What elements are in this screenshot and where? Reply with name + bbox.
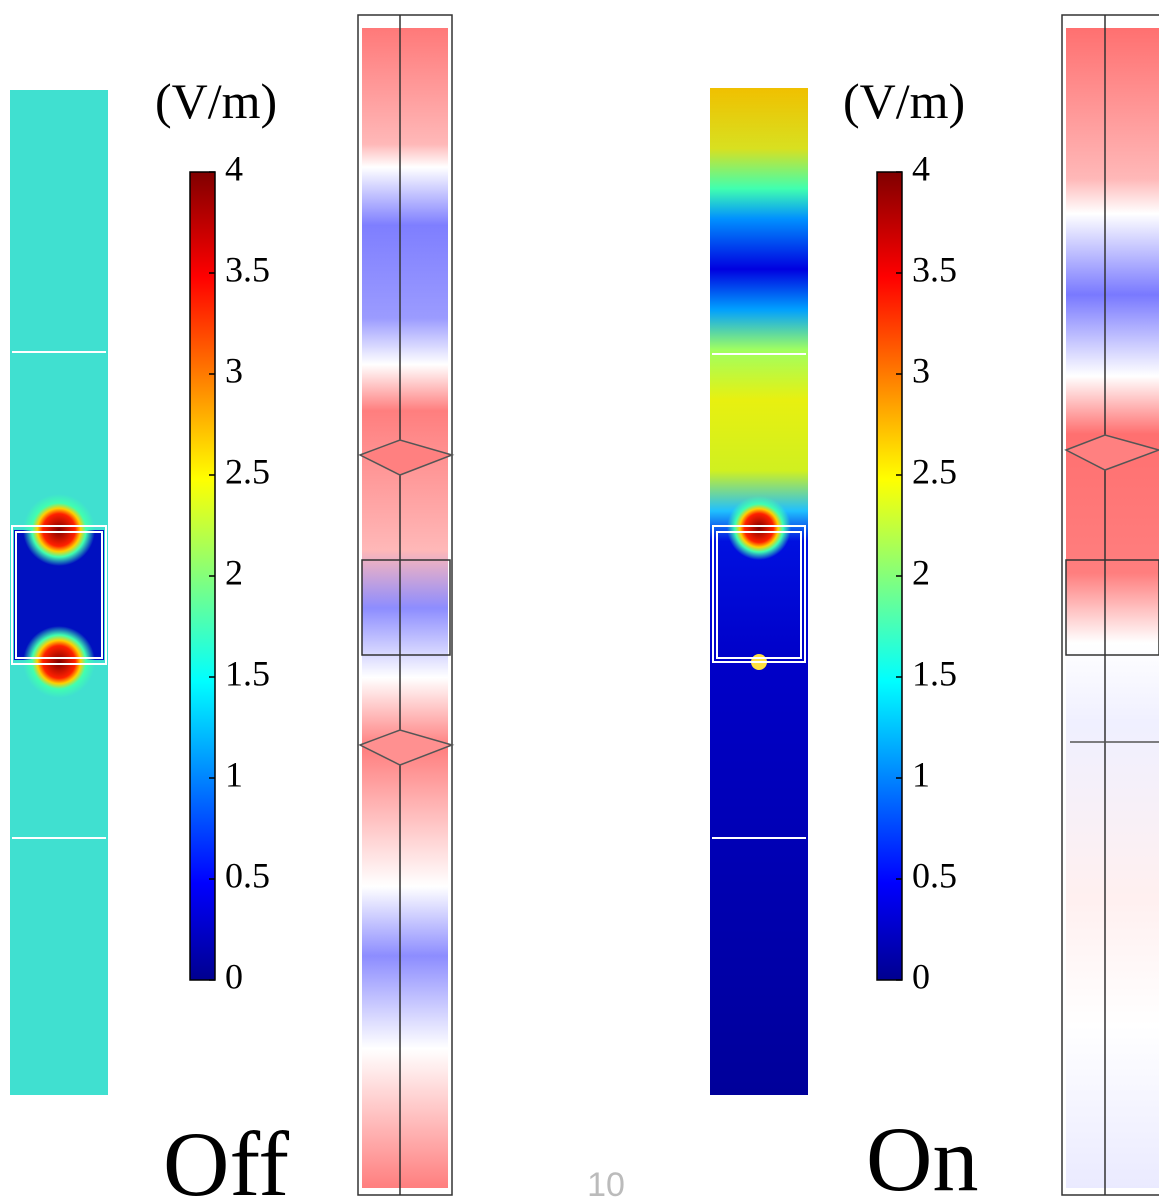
colorbar-panel: (V/m) On 0 0.5 1 1.5 2 2.5 3 3.5 4 [843, 73, 978, 1200]
state-label: Off [163, 1113, 289, 1200]
colorbar-tick-label: 1 [225, 754, 243, 794]
column-off [357, 14, 455, 1196]
colorbar-tick-label: 3.5 [912, 249, 957, 289]
unit-label: (V/m) [155, 73, 277, 129]
colorbar-tick-label: 1.5 [912, 653, 957, 693]
state-label: On [866, 1108, 978, 1200]
colorbar-tick-label: 0 [912, 956, 930, 996]
field-map-on [710, 88, 808, 1095]
column-on [1061, 14, 1159, 1196]
colorbar-tick-label: 2 [225, 552, 243, 592]
colorbar-tick-label: 1 [912, 754, 930, 794]
colorbar-tick-label: 4 [225, 148, 243, 188]
colorbar-panel: (V/m) Off 0 0.5 1 1.5 2 2.5 3 3.5 4 [155, 73, 289, 1200]
colorbar-tick-label: 2 [912, 552, 930, 592]
colorbar-tick-label: 3.5 [225, 249, 270, 289]
field-map-off [10, 90, 108, 1095]
colorbar-tick-label: 0.5 [225, 855, 270, 895]
unit-label: (V/m) [843, 73, 965, 129]
colorbar-tick-label: 2.5 [225, 451, 270, 491]
colorbar-tick-label: 0 [225, 956, 243, 996]
colorbar-tick-label: 0.5 [912, 855, 957, 895]
colorbar-tick-label: 1.5 [225, 653, 270, 693]
colorbar-tick-label: 2.5 [912, 451, 957, 491]
colorbar-tick-label: 3 [225, 350, 243, 390]
colorbar-tick-label: 4 [912, 148, 930, 188]
page-number: 10 [587, 1166, 625, 1200]
colorbar-tick-label: 3 [912, 350, 930, 390]
